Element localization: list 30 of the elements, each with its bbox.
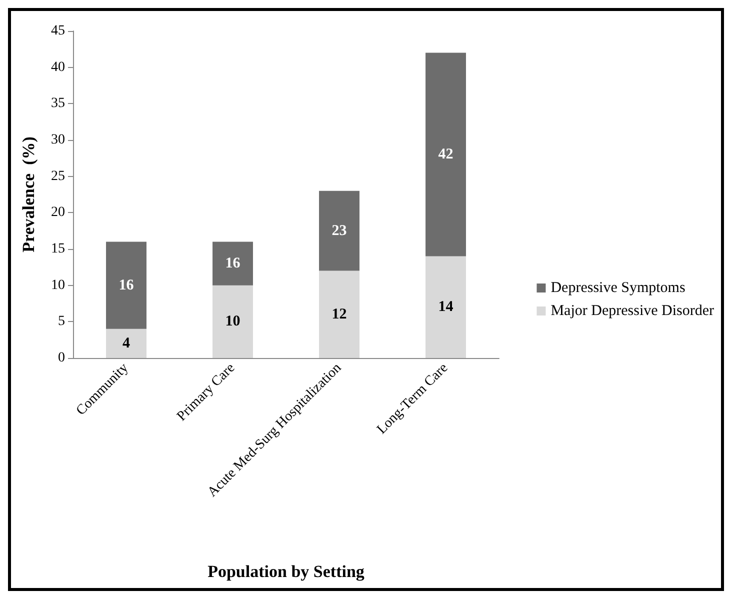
bar	[212, 242, 253, 286]
y-tick-label: 15	[51, 242, 65, 256]
x-axis-title: Population by Setting	[208, 562, 365, 581]
y-tick-label: 5	[58, 314, 65, 330]
data-label: 10	[225, 314, 240, 330]
y-tick-label: 40	[51, 60, 65, 75]
data-label: 12	[332, 306, 347, 322]
data-label: 14	[438, 299, 454, 316]
bar	[426, 256, 466, 358]
total-label: 16	[225, 256, 241, 272]
bar	[319, 190, 360, 271]
bar	[106, 328, 146, 358]
y-tick-label: 20	[51, 205, 65, 220]
y-tick-label: 30	[51, 132, 65, 148]
bar	[212, 285, 253, 358]
y-tick-label: 35	[51, 96, 65, 112]
total-label: 23	[332, 222, 347, 239]
bar	[426, 52, 466, 256]
y-tick-label: 10	[51, 278, 65, 293]
y-axis-title: Prevalence (%)	[19, 136, 38, 252]
total-label: 42	[438, 146, 454, 163]
y-tick-label: 45	[51, 24, 65, 38]
data-label: 4	[122, 335, 130, 352]
legend-label: Depressive Symptoms	[550, 280, 686, 296]
y-tick-label: 25	[51, 168, 65, 184]
total-label: 16	[118, 277, 134, 294]
bar	[106, 242, 146, 329]
bar	[319, 270, 360, 358]
legend-label: Major Depressive Disorder	[550, 303, 714, 319]
y-tick-label: 0	[58, 350, 65, 366]
